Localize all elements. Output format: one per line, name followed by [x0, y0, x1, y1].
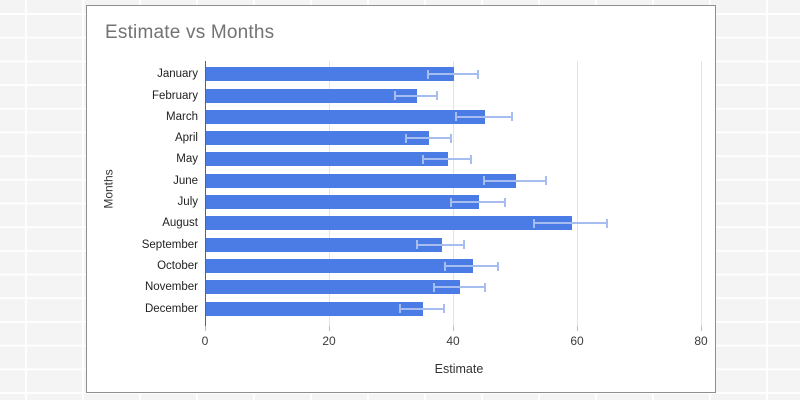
error-bar-line [444, 265, 499, 268]
y-category-label: March [166, 110, 198, 123]
y-category-label: December [144, 302, 198, 315]
error-bar-cap [442, 304, 445, 314]
chart-card[interactable]: Estimate vs Months Months January Februar… [86, 5, 716, 393]
bar-august[interactable] [206, 216, 572, 231]
x-tick-mark [329, 326, 330, 331]
x-tick-mark [453, 326, 454, 331]
error-bar-cap [504, 197, 507, 207]
error-bar-cap [545, 176, 547, 186]
bar-may[interactable] [206, 152, 448, 167]
plot-area [205, 61, 713, 326]
error-bar-line [405, 137, 451, 140]
error-bar-cap [510, 112, 513, 122]
x-tick-label: 20 [322, 334, 336, 348]
error-bar-cap [427, 69, 430, 79]
error-bar-cap [533, 218, 536, 228]
chart-title: Estimate vs Months [105, 22, 275, 43]
error-bar-line [428, 73, 478, 76]
error-bar-cap [399, 304, 402, 314]
error-bar-line [417, 243, 465, 246]
error-bar-line [450, 201, 506, 204]
y-category-label: February [151, 89, 198, 102]
y-category-label: May [176, 153, 198, 166]
bar-december[interactable] [206, 301, 423, 316]
x-tick-label: 0 [201, 334, 209, 348]
error-bar-cap [476, 69, 479, 79]
error-bar-cap [421, 154, 424, 164]
error-bar-cap [483, 176, 485, 186]
error-bar-line [400, 307, 444, 310]
y-category-label: April [174, 132, 198, 145]
error-bar-cap [443, 261, 446, 271]
error-bar-line [422, 158, 471, 161]
x-tick-mark [577, 326, 578, 331]
bar-september[interactable] [206, 237, 442, 252]
y-category-label: June [173, 174, 198, 187]
x-axis-title: Estimate [434, 362, 484, 376]
y-category-label: September [141, 238, 198, 251]
y-category-label: January [157, 68, 198, 81]
error-bar-cap [416, 240, 419, 250]
error-bar-line [534, 222, 608, 225]
error-bar-cap [404, 133, 407, 143]
x-tick-label: 60 [570, 334, 584, 348]
bar-january[interactable] [206, 67, 454, 82]
bar-february[interactable] [206, 88, 417, 103]
error-bar-cap [449, 133, 452, 143]
error-bar-cap [469, 154, 472, 164]
y-category-label: August [162, 217, 198, 230]
bar-november[interactable] [206, 280, 461, 295]
error-bar-cap [497, 261, 500, 271]
bar-july[interactable] [206, 195, 479, 210]
error-bar-cap [432, 282, 435, 292]
error-bar-cap [435, 91, 438, 101]
x-gridline [329, 61, 330, 326]
error-bar-cap [463, 240, 466, 250]
error-bar-line [456, 115, 512, 118]
error-bar-cap [455, 112, 458, 122]
bar-march[interactable] [206, 109, 485, 124]
bar-april[interactable] [206, 131, 430, 146]
error-bar-cap [606, 218, 609, 228]
x-tick-mark [205, 326, 206, 331]
bar-june[interactable] [206, 173, 516, 188]
x-gridline [577, 61, 578, 326]
y-category-label: November [144, 281, 198, 294]
error-bar-cap [449, 197, 452, 207]
y-axis-line [205, 61, 206, 326]
x-tick-label: 40 [446, 334, 460, 348]
error-bar-line [394, 94, 437, 97]
x-tick-label: 80 [694, 334, 708, 348]
y-category-label: July [177, 196, 198, 209]
error-bar-line [484, 179, 546, 182]
error-bar-cap [393, 91, 396, 101]
x-gridline [453, 61, 454, 326]
error-bar-cap [483, 282, 486, 292]
y-category-label: October [157, 260, 198, 273]
x-tick-mark [701, 326, 702, 331]
bar-october[interactable] [206, 259, 473, 274]
x-gridline [701, 61, 702, 326]
error-bar-line [433, 286, 485, 289]
